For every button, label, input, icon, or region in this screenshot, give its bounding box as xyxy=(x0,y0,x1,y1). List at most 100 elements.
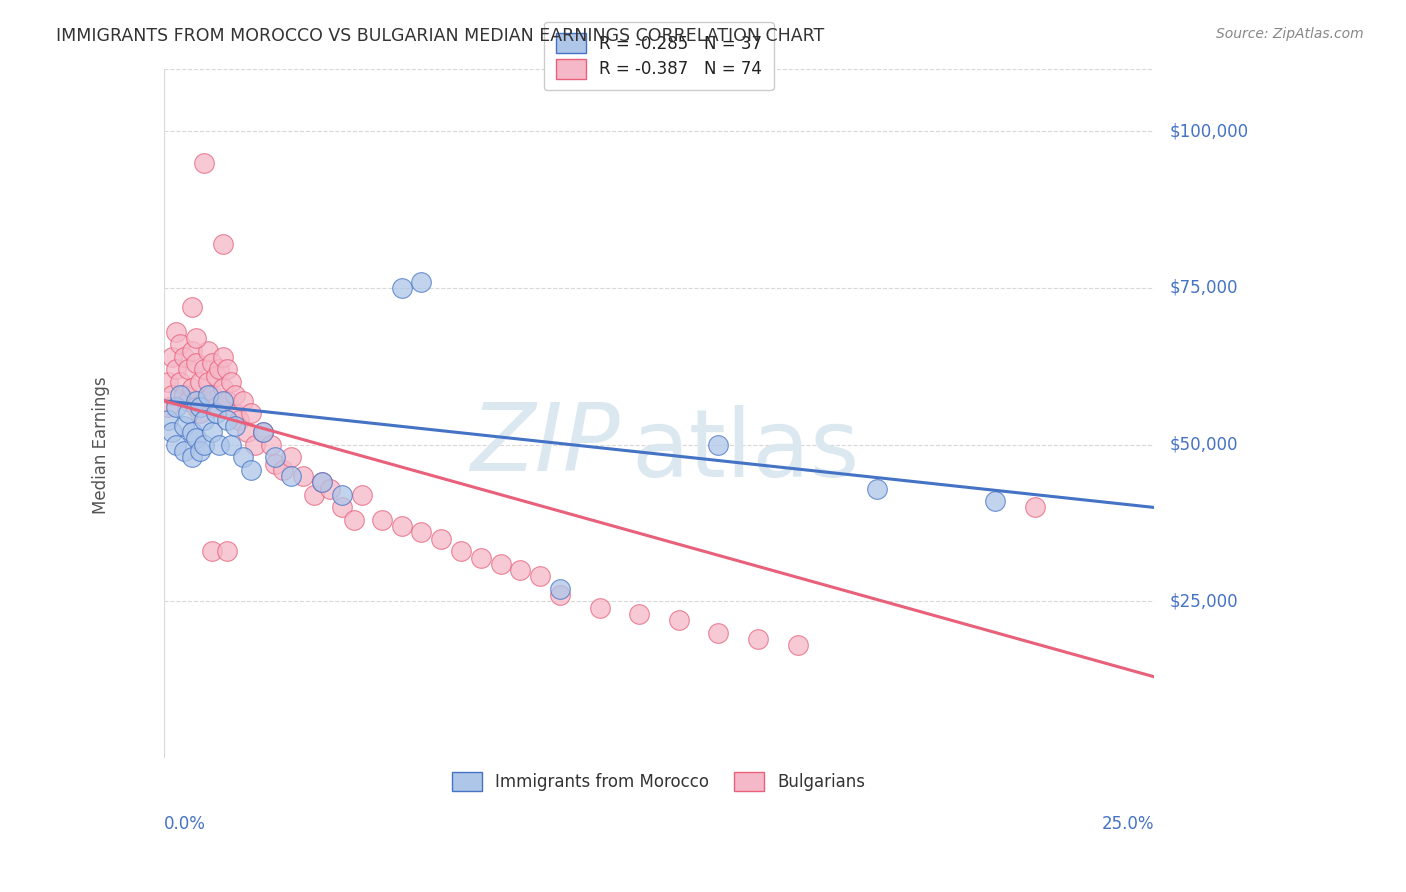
Point xyxy=(509,563,531,577)
Point xyxy=(252,425,274,439)
Point xyxy=(193,155,215,169)
Point xyxy=(330,488,353,502)
Point xyxy=(984,494,1007,508)
Point xyxy=(180,343,202,358)
Point xyxy=(165,325,187,339)
Point xyxy=(411,275,433,289)
Point xyxy=(450,544,472,558)
Point xyxy=(240,463,263,477)
Point xyxy=(184,400,207,414)
Point xyxy=(264,457,287,471)
Point xyxy=(173,444,195,458)
Point xyxy=(193,393,215,408)
Text: 25.0%: 25.0% xyxy=(1101,814,1154,832)
Point xyxy=(173,350,195,364)
Point xyxy=(866,482,889,496)
Point xyxy=(224,387,246,401)
Point xyxy=(217,362,239,376)
Point xyxy=(188,400,211,414)
Point xyxy=(371,513,394,527)
Text: Source: ZipAtlas.com: Source: ZipAtlas.com xyxy=(1216,27,1364,41)
Point xyxy=(1024,500,1046,515)
Point xyxy=(165,362,187,376)
Point xyxy=(330,500,353,515)
Point xyxy=(391,281,413,295)
Point xyxy=(188,406,211,420)
Point xyxy=(343,513,366,527)
Point xyxy=(197,343,219,358)
Point xyxy=(180,425,202,439)
Point xyxy=(224,406,246,420)
Point xyxy=(156,375,179,389)
Point xyxy=(291,469,314,483)
Text: IMMIGRANTS FROM MOROCCO VS BULGARIAN MEDIAN EARNINGS CORRELATION CHART: IMMIGRANTS FROM MOROCCO VS BULGARIAN MED… xyxy=(56,27,824,45)
Point xyxy=(430,532,453,546)
Point xyxy=(184,432,207,446)
Point xyxy=(224,418,246,433)
Point xyxy=(165,400,187,414)
Point xyxy=(200,544,222,558)
Text: $25,000: $25,000 xyxy=(1170,592,1239,610)
Point xyxy=(489,557,512,571)
Point xyxy=(204,400,226,414)
Legend: Immigrants from Morocco, Bulgarians: Immigrants from Morocco, Bulgarians xyxy=(446,765,873,798)
Point xyxy=(319,482,342,496)
Text: $75,000: $75,000 xyxy=(1170,279,1239,297)
Point xyxy=(240,406,263,420)
Point xyxy=(180,300,202,314)
Point xyxy=(221,438,243,452)
Text: $50,000: $50,000 xyxy=(1170,435,1239,454)
Point xyxy=(747,632,769,646)
Point xyxy=(588,600,610,615)
Text: Median Earnings: Median Earnings xyxy=(91,376,110,514)
Point xyxy=(177,362,200,376)
Point xyxy=(212,381,235,395)
Point xyxy=(548,588,571,602)
Point xyxy=(173,387,195,401)
Point xyxy=(177,393,200,408)
Point xyxy=(304,488,326,502)
Point xyxy=(156,400,179,414)
Point xyxy=(156,412,179,426)
Point xyxy=(169,387,191,401)
Point xyxy=(180,450,202,465)
Point xyxy=(668,613,690,627)
Point xyxy=(160,387,183,401)
Point xyxy=(160,425,183,439)
Point xyxy=(311,475,333,490)
Point xyxy=(180,381,202,395)
Text: atlas: atlas xyxy=(631,405,859,497)
Point xyxy=(707,625,730,640)
Point xyxy=(271,463,294,477)
Point xyxy=(177,406,200,420)
Point xyxy=(548,582,571,596)
Point xyxy=(232,450,254,465)
Point xyxy=(252,425,274,439)
Point xyxy=(311,475,333,490)
Point xyxy=(221,375,243,389)
Point xyxy=(193,412,215,426)
Point xyxy=(212,393,235,408)
Point xyxy=(197,387,219,401)
Point xyxy=(470,550,492,565)
Point xyxy=(200,356,222,370)
Point xyxy=(217,412,239,426)
Point xyxy=(193,438,215,452)
Point xyxy=(212,237,235,252)
Point xyxy=(280,450,302,465)
Text: $100,000: $100,000 xyxy=(1170,122,1249,140)
Point xyxy=(228,412,250,426)
Point xyxy=(184,331,207,345)
Point xyxy=(212,350,235,364)
Point xyxy=(169,337,191,351)
Point xyxy=(350,488,373,502)
Point xyxy=(232,393,254,408)
Point xyxy=(188,444,211,458)
Point xyxy=(193,362,215,376)
Text: ZIP: ZIP xyxy=(470,400,620,491)
Point xyxy=(217,393,239,408)
Point xyxy=(628,607,651,621)
Point xyxy=(169,375,191,389)
Point xyxy=(173,418,195,433)
Point xyxy=(165,438,187,452)
